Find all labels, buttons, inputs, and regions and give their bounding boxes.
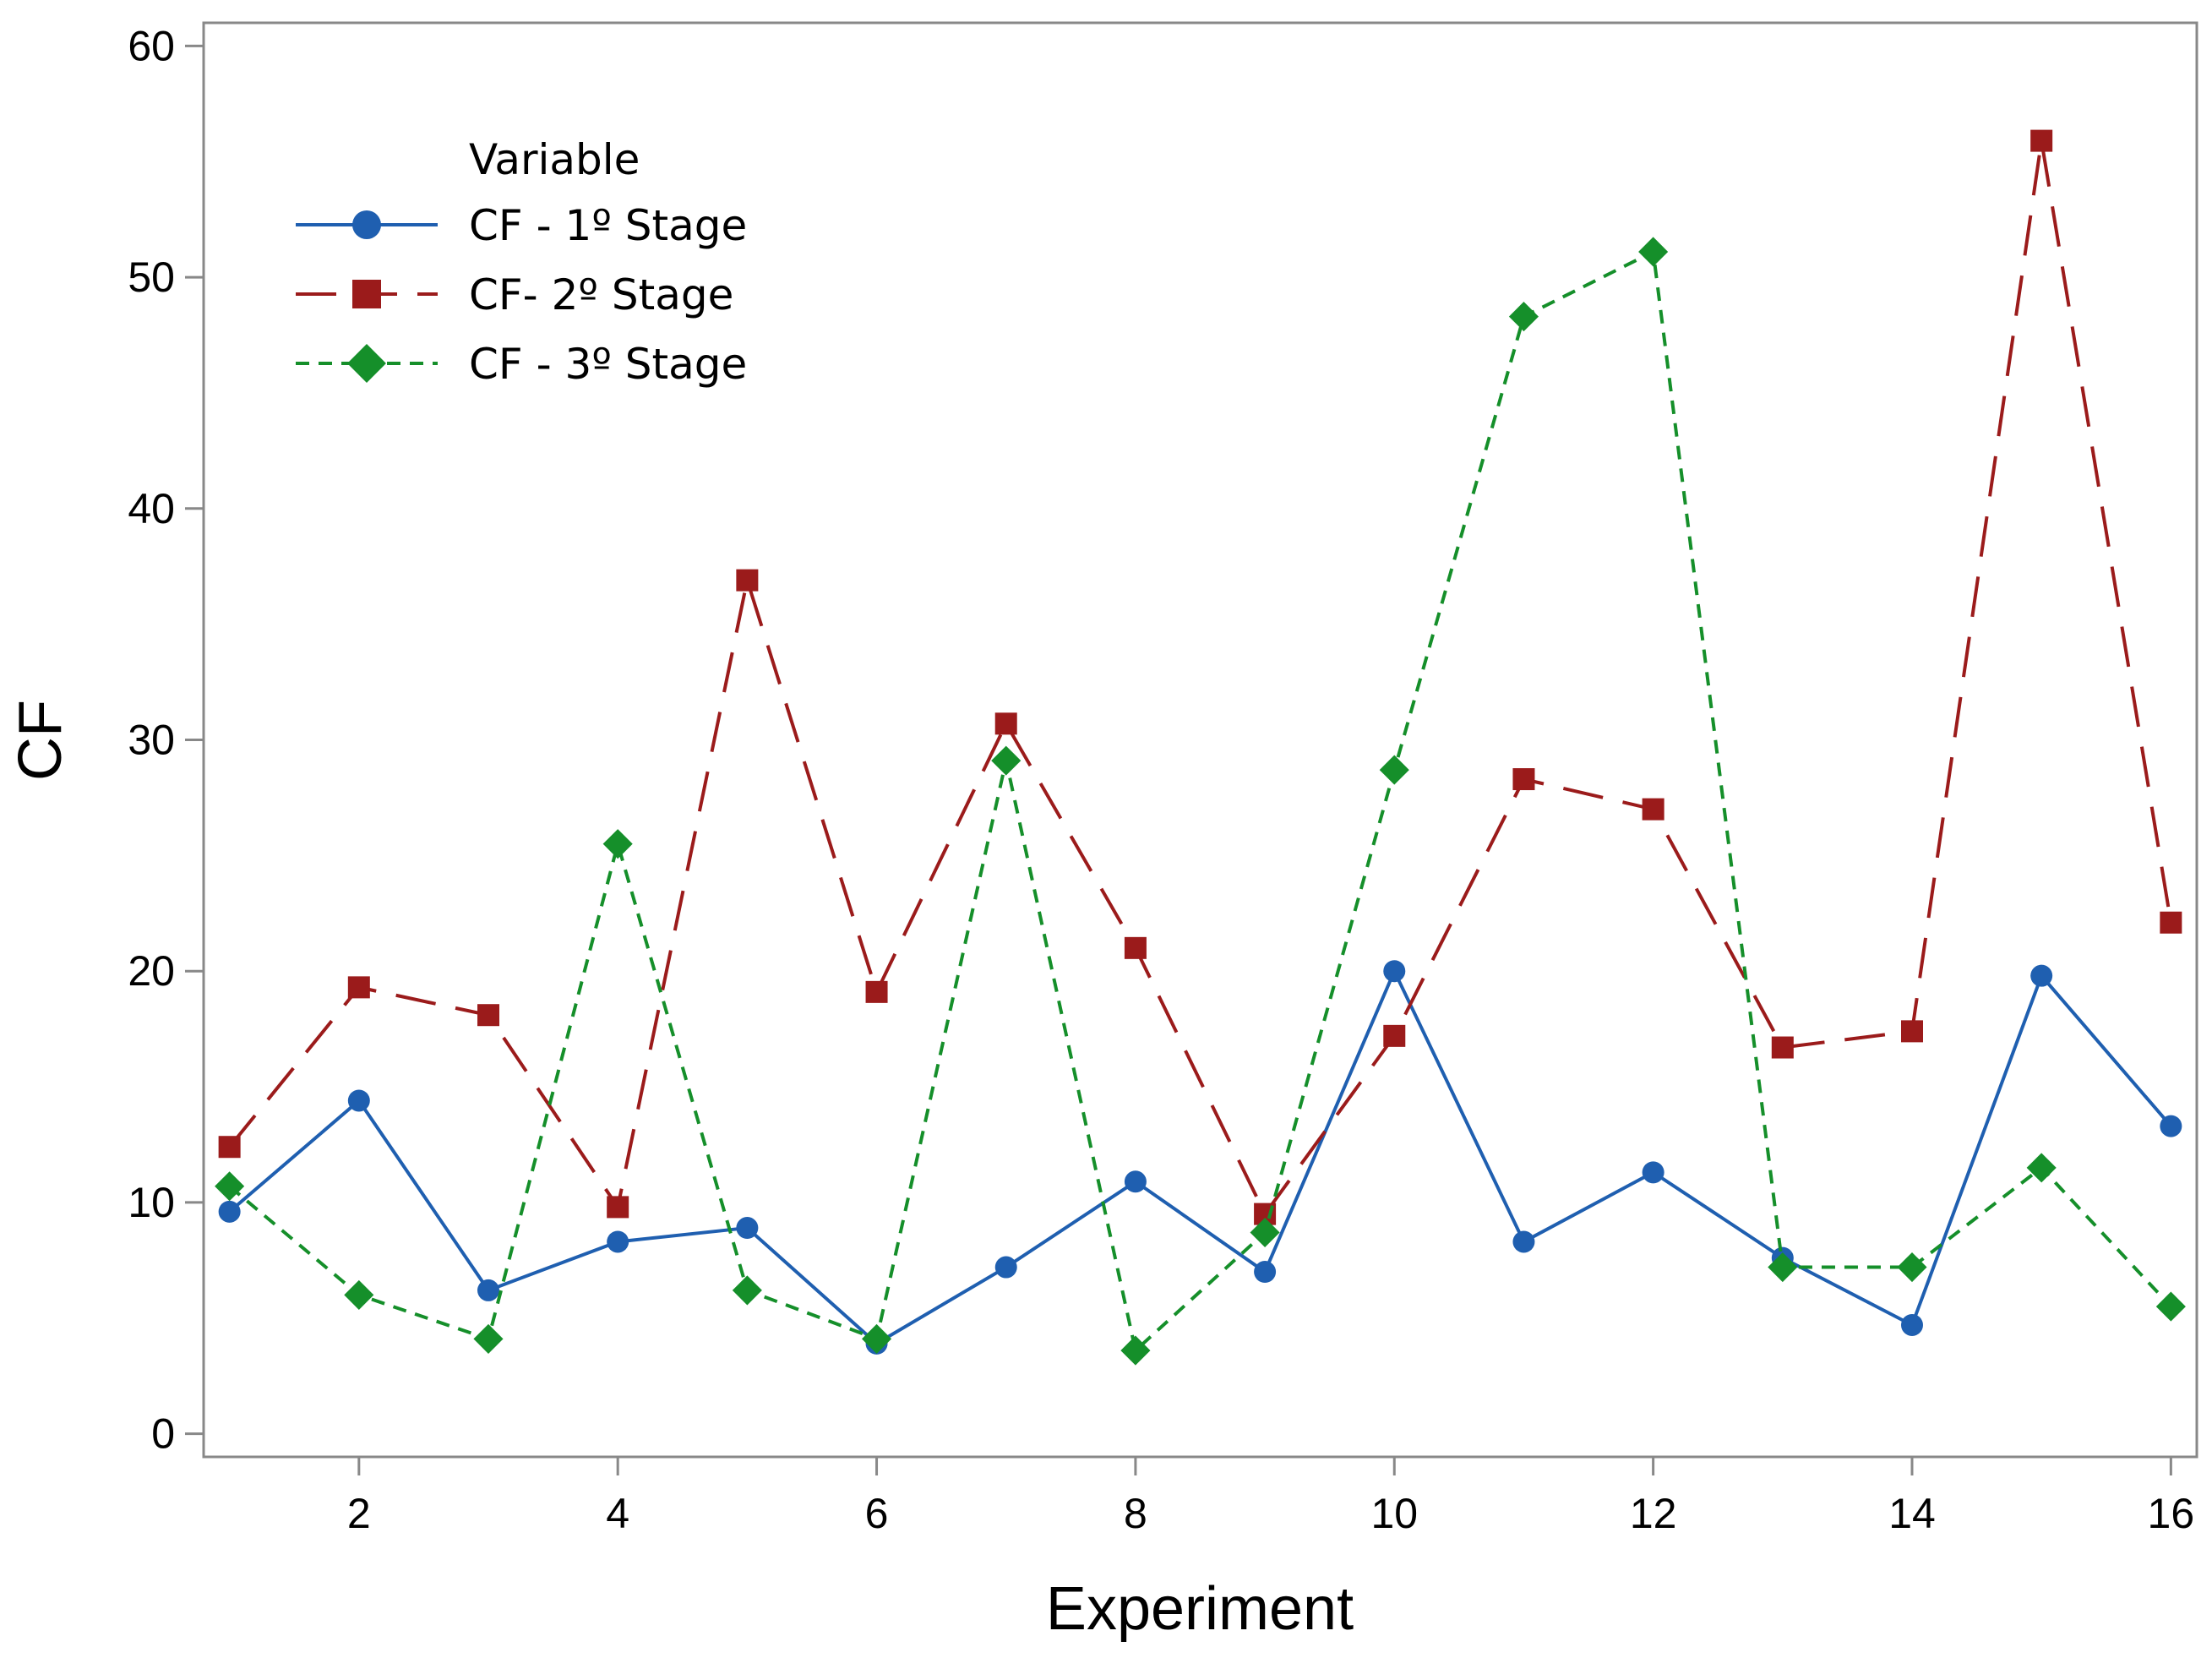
legend-label: CF - 1º Stage <box>469 201 747 250</box>
data-point <box>2155 1291 2186 1322</box>
y-tick-label: 60 <box>128 22 175 69</box>
legend-entry: CF - 1º Stage <box>296 201 747 250</box>
data-point <box>473 1323 504 1354</box>
data-point <box>2030 129 2053 152</box>
y-tick-label: 50 <box>128 254 175 301</box>
data-point <box>1383 1024 1406 1047</box>
series-1 <box>218 960 2182 1355</box>
data-point <box>1250 1217 1280 1248</box>
y-tick-label: 30 <box>128 717 175 764</box>
data-point <box>2160 1115 2182 1137</box>
x-tick-label: 8 <box>1124 1490 1147 1537</box>
data-point <box>1642 1161 1664 1184</box>
data-point <box>218 1200 241 1223</box>
data-point <box>1901 1313 1923 1336</box>
data-point <box>344 1279 374 1310</box>
x-tick-label: 12 <box>1630 1490 1677 1537</box>
legend-title: Variable <box>469 135 640 184</box>
y-axis-title: CF <box>7 700 74 781</box>
data-point <box>1120 1335 1151 1366</box>
data-point <box>1383 960 1406 983</box>
data-point <box>1508 302 1539 332</box>
x-tick-label: 10 <box>1370 1490 1418 1537</box>
legend-entry: CF- 2º Stage <box>296 270 733 319</box>
y-tick-label: 40 <box>128 485 175 532</box>
data-point <box>607 1230 629 1253</box>
y-tick-label: 10 <box>128 1179 175 1226</box>
data-point <box>994 712 1017 735</box>
data-point <box>602 829 633 859</box>
data-point <box>2160 911 2182 934</box>
data-point <box>2026 1153 2057 1183</box>
legend-label: CF- 2º Stage <box>469 270 733 319</box>
x-axis-title: Experiment <box>1046 1575 1354 1643</box>
series-line <box>228 967 2172 1346</box>
data-point <box>1512 1230 1535 1253</box>
data-point <box>477 1004 499 1027</box>
x-tick-label: 4 <box>606 1490 629 1537</box>
series-line <box>228 140 2173 1218</box>
data-point <box>994 1256 1017 1279</box>
data-point <box>2030 964 2053 987</box>
legend-marker <box>352 210 381 239</box>
data-point <box>1379 755 1409 785</box>
series-layer <box>215 129 2186 1366</box>
data-point <box>736 1217 759 1240</box>
data-point <box>1124 1170 1147 1193</box>
data-point <box>1642 798 1664 821</box>
legend-marker <box>352 280 381 308</box>
data-point <box>736 569 759 592</box>
data-point <box>1512 768 1535 791</box>
y-tick-label: 0 <box>151 1410 175 1458</box>
data-point <box>347 976 370 999</box>
series-3 <box>215 237 2186 1366</box>
x-tick-label: 6 <box>865 1490 889 1537</box>
data-point <box>1771 1036 1794 1059</box>
data-point <box>215 1171 245 1202</box>
legend-entry: CF - 3º Stage <box>296 340 747 389</box>
x-tick-label: 16 <box>2148 1490 2195 1537</box>
data-point <box>1254 1261 1277 1284</box>
data-point <box>732 1275 762 1306</box>
data-point <box>865 980 888 1003</box>
legend: Variable CF - 1º Stage CF- 2º Stage CF - 3º… <box>296 135 747 389</box>
series-line <box>228 248 2172 1354</box>
data-point <box>1901 1020 1923 1043</box>
series-2 <box>218 129 2182 1225</box>
data-point <box>347 1089 370 1112</box>
y-tick-label: 20 <box>128 947 175 995</box>
data-point <box>218 1136 241 1159</box>
data-point <box>477 1279 499 1301</box>
data-point <box>1124 936 1147 959</box>
data-point <box>991 745 1022 776</box>
legend-marker <box>347 344 386 383</box>
data-point <box>1897 1252 1927 1283</box>
legend-label: CF - 3º Stage <box>469 340 747 389</box>
x-tick-label: 2 <box>347 1490 371 1537</box>
data-point <box>861 1323 892 1354</box>
data-point <box>1638 237 1669 267</box>
x-tick-label: 14 <box>1888 1490 1936 1537</box>
data-point <box>1768 1252 1798 1283</box>
data-point <box>607 1196 629 1219</box>
axes: 0 10 20 30 40 50 60 2 4 6 8 10 12 14 16 <box>128 22 2194 1537</box>
